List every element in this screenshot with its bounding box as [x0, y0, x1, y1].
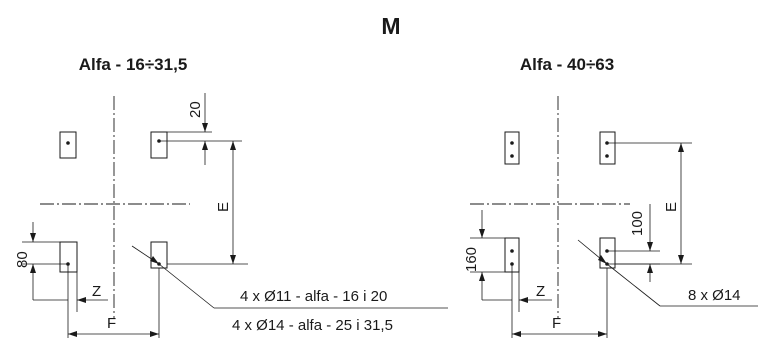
left-pad-top-left [59, 131, 77, 159]
left-dim-20: 20 [159, 93, 242, 165]
right-view-heading: Alfa - 40÷63 [520, 55, 614, 74]
left-view-heading: Alfa - 16÷31,5 [79, 55, 188, 74]
right-hole-top-left-1 [510, 141, 514, 145]
right-dim-e-label: E [663, 202, 680, 212]
drawing-title: M [381, 13, 400, 39]
right-dim-100-label: 100 [629, 211, 646, 236]
right-dim-160-label: 160 [463, 247, 480, 272]
right-view: Alfa - 40÷63 E [463, 55, 758, 338]
left-hole-top-left [66, 141, 70, 145]
right-hole-top-left-2 [510, 154, 514, 158]
right-dim-z-label: Z [536, 283, 545, 300]
left-hole-note-1: 4 x Ø11 - alfa - 16 i 20 [240, 288, 387, 305]
left-hole-note-2: 4 x Ø14 - alfa - 25 i 31,5 [232, 317, 393, 334]
right-hole-note: 8 x Ø14 [688, 287, 741, 304]
right-pad-top-right [599, 131, 616, 165]
right-pad-bottom-right [599, 237, 616, 269]
right-hole-top-right-2 [605, 154, 609, 158]
left-pad-bottom-left [59, 241, 78, 273]
right-hole-bottom-left-1 [510, 249, 514, 253]
left-dim-20-label: 20 [187, 101, 204, 118]
right-hole-leader [577, 239, 758, 307]
left-hole-leader [131, 245, 448, 309]
right-dim-100: 100 [607, 204, 660, 282]
right-dim-f: F [512, 268, 608, 338]
right-dim-f-label: F [552, 315, 561, 332]
left-dim-f-label: F [107, 315, 116, 332]
left-dim-z-label: Z [92, 283, 101, 300]
left-dim-e-label: E [215, 202, 232, 212]
right-pad-top-left [504, 131, 520, 165]
left-dim-f: F [68, 268, 160, 338]
left-view: Alfa - 16÷31,5 20 E [14, 55, 448, 338]
left-dim-80-label: 80 [14, 251, 31, 268]
left-dim-z: Z [67, 264, 108, 338]
left-dim-e: E [167, 141, 248, 265]
right-dim-160: 160 [463, 210, 512, 301]
right-dim-z: Z [511, 264, 552, 338]
left-dim-80: 80 [14, 222, 68, 301]
left-pad-top-right [150, 131, 168, 159]
